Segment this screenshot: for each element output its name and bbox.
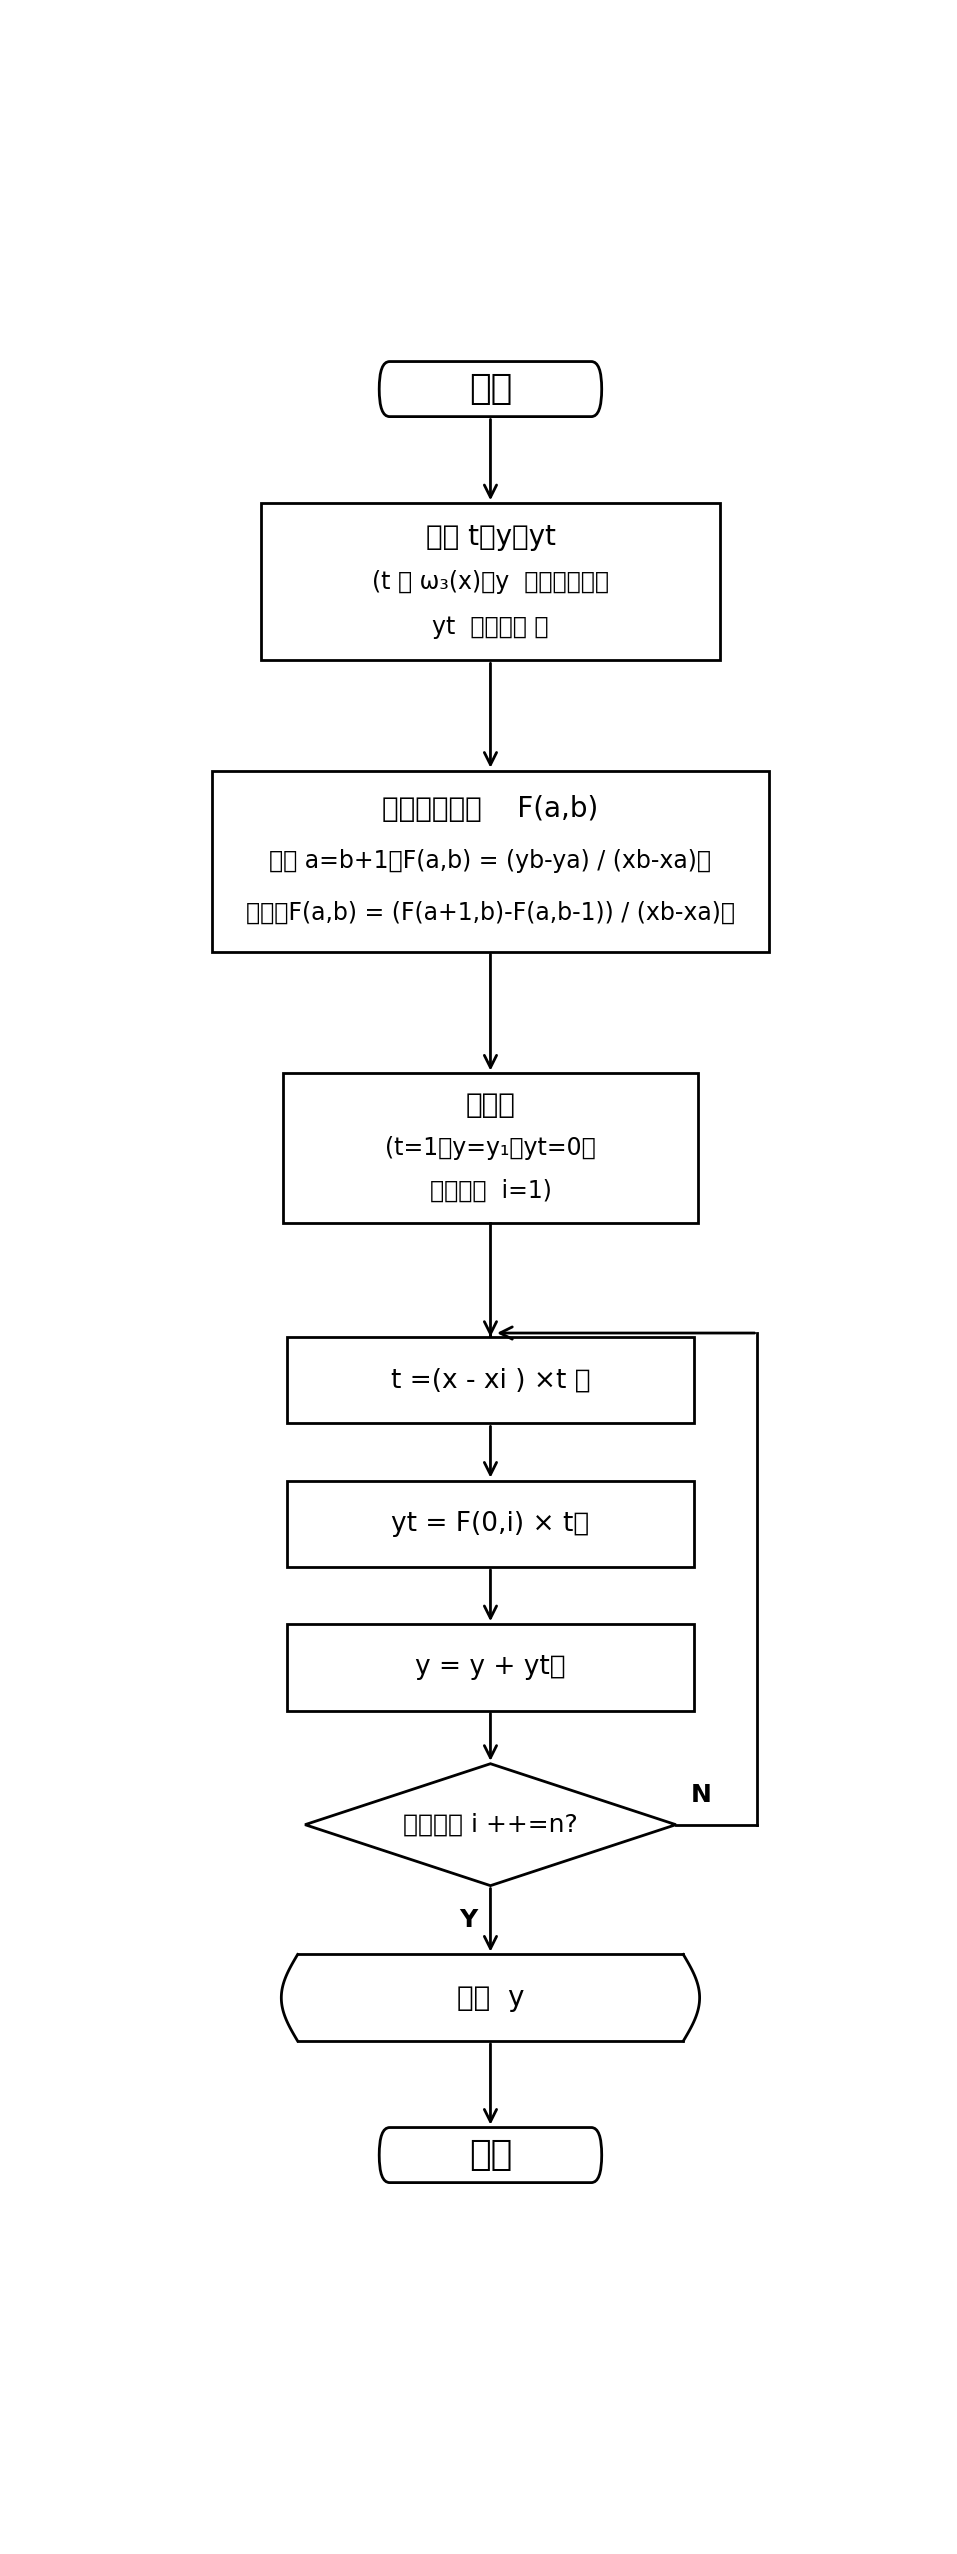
Bar [286,1336,695,1423]
Text: (t 为 ω₃(x)，y  是要求的值，: (t 为 ω₃(x)，y 是要求的值， [372,570,609,593]
Text: yt = F(0,i) × t；: yt = F(0,i) × t； [391,1512,590,1538]
Text: t =(x - xi ) ×t ；: t =(x - xi ) ×t ； [390,1366,590,1394]
Bar [286,1481,695,1568]
Text: 循环次数 i ++=n?: 循环次数 i ++=n? [403,1813,578,1836]
Text: 输出  y: 输出 y [456,1984,524,2013]
Text: 初始化: 初始化 [465,1091,516,1119]
Bar [212,771,768,953]
FancyBboxPatch shape [379,363,602,416]
Bar [286,1624,695,1711]
Text: (t=1，y=y₁，yt=0，: (t=1，y=y₁，yt=0， [385,1137,596,1160]
Polygon shape [305,1765,676,1885]
Text: 循环次数  i=1): 循环次数 i=1) [430,1180,551,1203]
Text: 定义 t，y，yt: 定义 t，y，yt [426,524,555,552]
Polygon shape [281,1954,700,2041]
Text: N: N [691,1783,712,1808]
Text: yt  求和分项 ）: yt 求和分项 ） [433,616,548,638]
Text: 结束: 结束 [469,2138,512,2171]
Text: y = y + yt；: y = y + yt； [415,1655,566,1681]
Bar [283,1073,699,1223]
Text: 开始: 开始 [469,373,512,406]
Text: 否则，F(a,b) = (F(a+1,b)-F(a,b-1)) / (xb-xa)。: 否则，F(a,b) = (F(a+1,b)-F(a,b-1)) / (xb-xa… [246,902,735,925]
FancyBboxPatch shape [379,2127,602,2184]
Text: 如果 a=b+1，F(a,b) = (yb-ya) / (xb-xa)，: 如果 a=b+1，F(a,b) = (yb-ya) / (xb-xa)， [270,848,711,873]
Text: Y: Y [459,1908,478,1931]
Text: 定义迭代公式    F(a,b): 定义迭代公式 F(a,b) [383,794,598,822]
Bar [260,503,721,661]
